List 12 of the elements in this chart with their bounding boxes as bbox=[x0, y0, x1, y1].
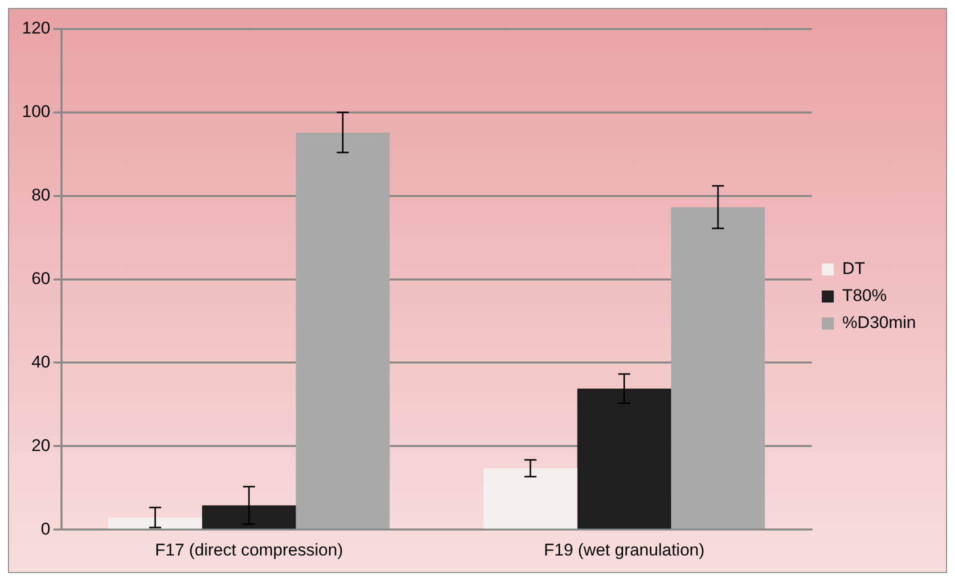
legend-label: %D30min bbox=[842, 313, 916, 332]
legend-label: T80% bbox=[842, 286, 887, 306]
y-tick-label: 60 bbox=[31, 268, 50, 288]
y-tick-label: 80 bbox=[31, 186, 50, 205]
y-tick-label: 40 bbox=[31, 352, 50, 372]
y-tick-label: 0 bbox=[40, 519, 50, 538]
x-tick-label: F19 (wet granulation) bbox=[544, 540, 705, 560]
legend-label: DT bbox=[842, 259, 865, 278]
y-tick-label: 120 bbox=[22, 18, 50, 38]
y-tick-label: 20 bbox=[31, 436, 50, 455]
x-tick-label: F17 (direct compression) bbox=[154, 540, 343, 560]
y-tick-label: 100 bbox=[22, 102, 50, 122]
